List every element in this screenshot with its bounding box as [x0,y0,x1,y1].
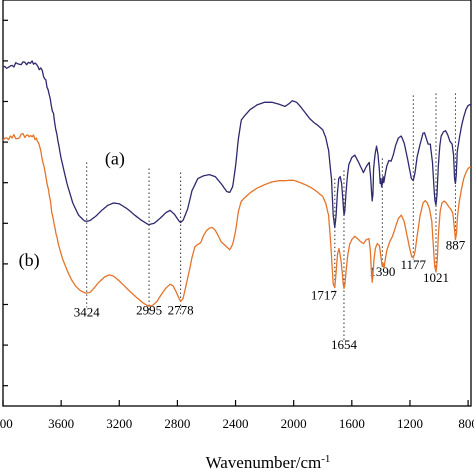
series-line-b [2,132,472,307]
series-label-b: (b) [19,250,40,271]
x-tick-label-4: 2400 [223,416,249,431]
annotation-label-2778: 2778 [168,303,194,318]
annotation-label-1654: 1654 [331,337,358,352]
series-label-a: (a) [105,148,125,169]
annotation-label-3424: 3424 [74,305,101,320]
annotation-label-1390: 1390 [369,264,395,279]
series-line-a [2,60,472,229]
x-tick-label-1: 3600 [48,416,74,431]
spectra [2,60,472,307]
annotation-label-887: 887 [446,238,466,253]
x-tick-label-5: 2000 [281,416,307,431]
annotation-label-1717: 1717 [311,288,338,303]
x-tick-label-6: 1600 [339,416,365,431]
x-tick-label-8: 800 [458,416,474,431]
annotation-label-2995: 2995 [136,303,162,318]
x-axis-ticks: 000 3600 3200 2800 2400 2000 1600 1200 800 [0,400,474,431]
plot-frame [2,0,472,407]
x-tick-label-7: 1200 [397,416,423,431]
curve-labels: (a) (b) [19,148,125,271]
y-axis-ticks [3,19,8,387]
x-axis-title: Wavenumber/cm-1 [206,453,331,472]
annotation-label-1177: 1177 [401,257,427,272]
x-tick-label-3: 2800 [164,416,190,431]
x-tick-label-2: 3200 [106,416,132,431]
annotation-label-1021: 1021 [423,270,449,285]
x-axis-title-superscript: -1 [321,453,330,465]
x-tick-label-0: 000 [0,416,13,431]
